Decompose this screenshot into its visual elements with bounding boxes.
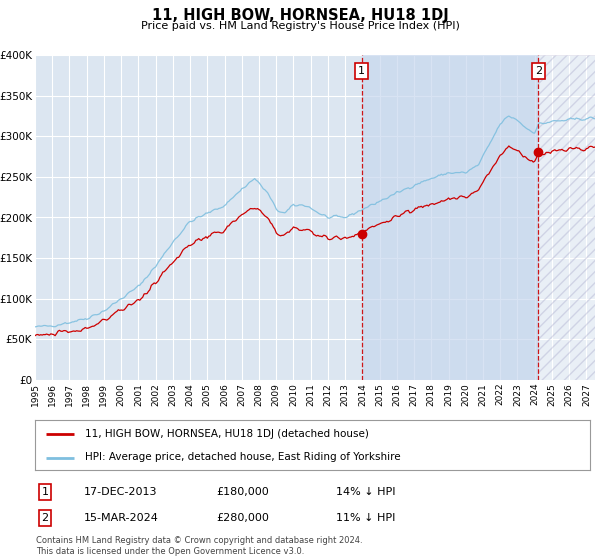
Text: 15-MAR-2024: 15-MAR-2024 [84, 513, 159, 523]
Text: 14% ↓ HPI: 14% ↓ HPI [336, 487, 395, 497]
Bar [362, 55, 538, 380]
Text: 1: 1 [358, 66, 365, 76]
Bar [538, 55, 595, 380]
Text: 11, HIGH BOW, HORNSEA, HU18 1DJ (detached house): 11, HIGH BOW, HORNSEA, HU18 1DJ (detache… [85, 429, 369, 439]
Text: £180,000: £180,000 [216, 487, 269, 497]
Text: 2: 2 [535, 66, 542, 76]
Text: Contains HM Land Registry data © Crown copyright and database right 2024.
This d: Contains HM Land Registry data © Crown c… [36, 536, 362, 556]
Text: 11, HIGH BOW, HORNSEA, HU18 1DJ: 11, HIGH BOW, HORNSEA, HU18 1DJ [152, 8, 448, 24]
Text: 1: 1 [41, 487, 49, 497]
Text: £280,000: £280,000 [216, 513, 269, 523]
Text: 17-DEC-2013: 17-DEC-2013 [84, 487, 157, 497]
Text: 11% ↓ HPI: 11% ↓ HPI [336, 513, 395, 523]
Text: Price paid vs. HM Land Registry's House Price Index (HPI): Price paid vs. HM Land Registry's House … [140, 21, 460, 31]
Text: 2: 2 [41, 513, 49, 523]
Text: HPI: Average price, detached house, East Riding of Yorkshire: HPI: Average price, detached house, East… [85, 452, 401, 463]
